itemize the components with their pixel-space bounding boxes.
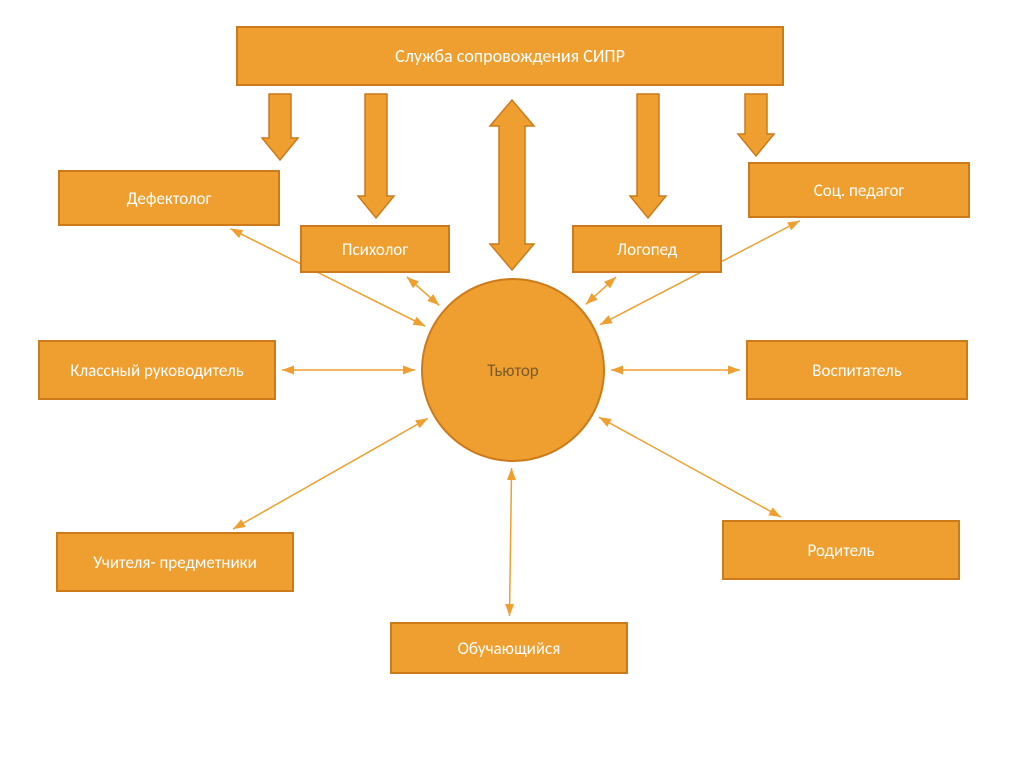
node-label: Обучающийся bbox=[458, 638, 561, 659]
node-label: Дефектолог bbox=[127, 188, 212, 209]
node-klassruk: Классный руководитель bbox=[38, 340, 276, 400]
node-label: Соц. педагог bbox=[814, 180, 905, 201]
block-arrow bbox=[358, 94, 394, 218]
block-arrow bbox=[490, 100, 534, 270]
thin-arrow bbox=[611, 366, 740, 375]
node-label: Тьютор bbox=[487, 360, 538, 381]
node-label: Классный руководитель bbox=[70, 360, 243, 381]
node-label: Логопед bbox=[617, 239, 678, 260]
node-roditel: Родитель bbox=[722, 520, 960, 580]
node-label: Родитель bbox=[808, 540, 875, 561]
thin-arrow bbox=[407, 277, 439, 305]
node-label: Воспитатель bbox=[812, 360, 901, 381]
node-logoped: Логопед bbox=[572, 225, 722, 273]
node-socped: Соц. педагог bbox=[748, 162, 970, 218]
thin-arrow bbox=[505, 468, 516, 616]
node-psycholog: Психолог bbox=[300, 225, 450, 273]
node-label: Учителя- предметники bbox=[93, 552, 257, 573]
node-header: Служба сопровождения СИПР bbox=[236, 26, 784, 86]
thin-arrow bbox=[233, 418, 428, 529]
thin-arrow bbox=[282, 366, 415, 375]
node-defectolog: Дефектолог bbox=[58, 170, 280, 226]
thin-arrow bbox=[586, 277, 616, 304]
node-vospit: Воспитатель bbox=[746, 340, 968, 400]
node-uchitelya: Учителя- предметники bbox=[56, 532, 294, 592]
thin-arrow bbox=[599, 417, 781, 517]
block-arrow bbox=[630, 94, 666, 218]
block-arrow bbox=[262, 94, 298, 160]
node-tutor: Тьютор bbox=[421, 278, 605, 462]
node-label: Служба сопровождения СИПР bbox=[395, 45, 625, 67]
node-label: Психолог bbox=[342, 239, 408, 260]
block-arrow bbox=[738, 94, 774, 156]
node-obuch: Обучающийся bbox=[390, 622, 628, 674]
diagram-canvas: Служба сопровождения СИПР Дефектолог Психо… bbox=[0, 0, 1024, 768]
